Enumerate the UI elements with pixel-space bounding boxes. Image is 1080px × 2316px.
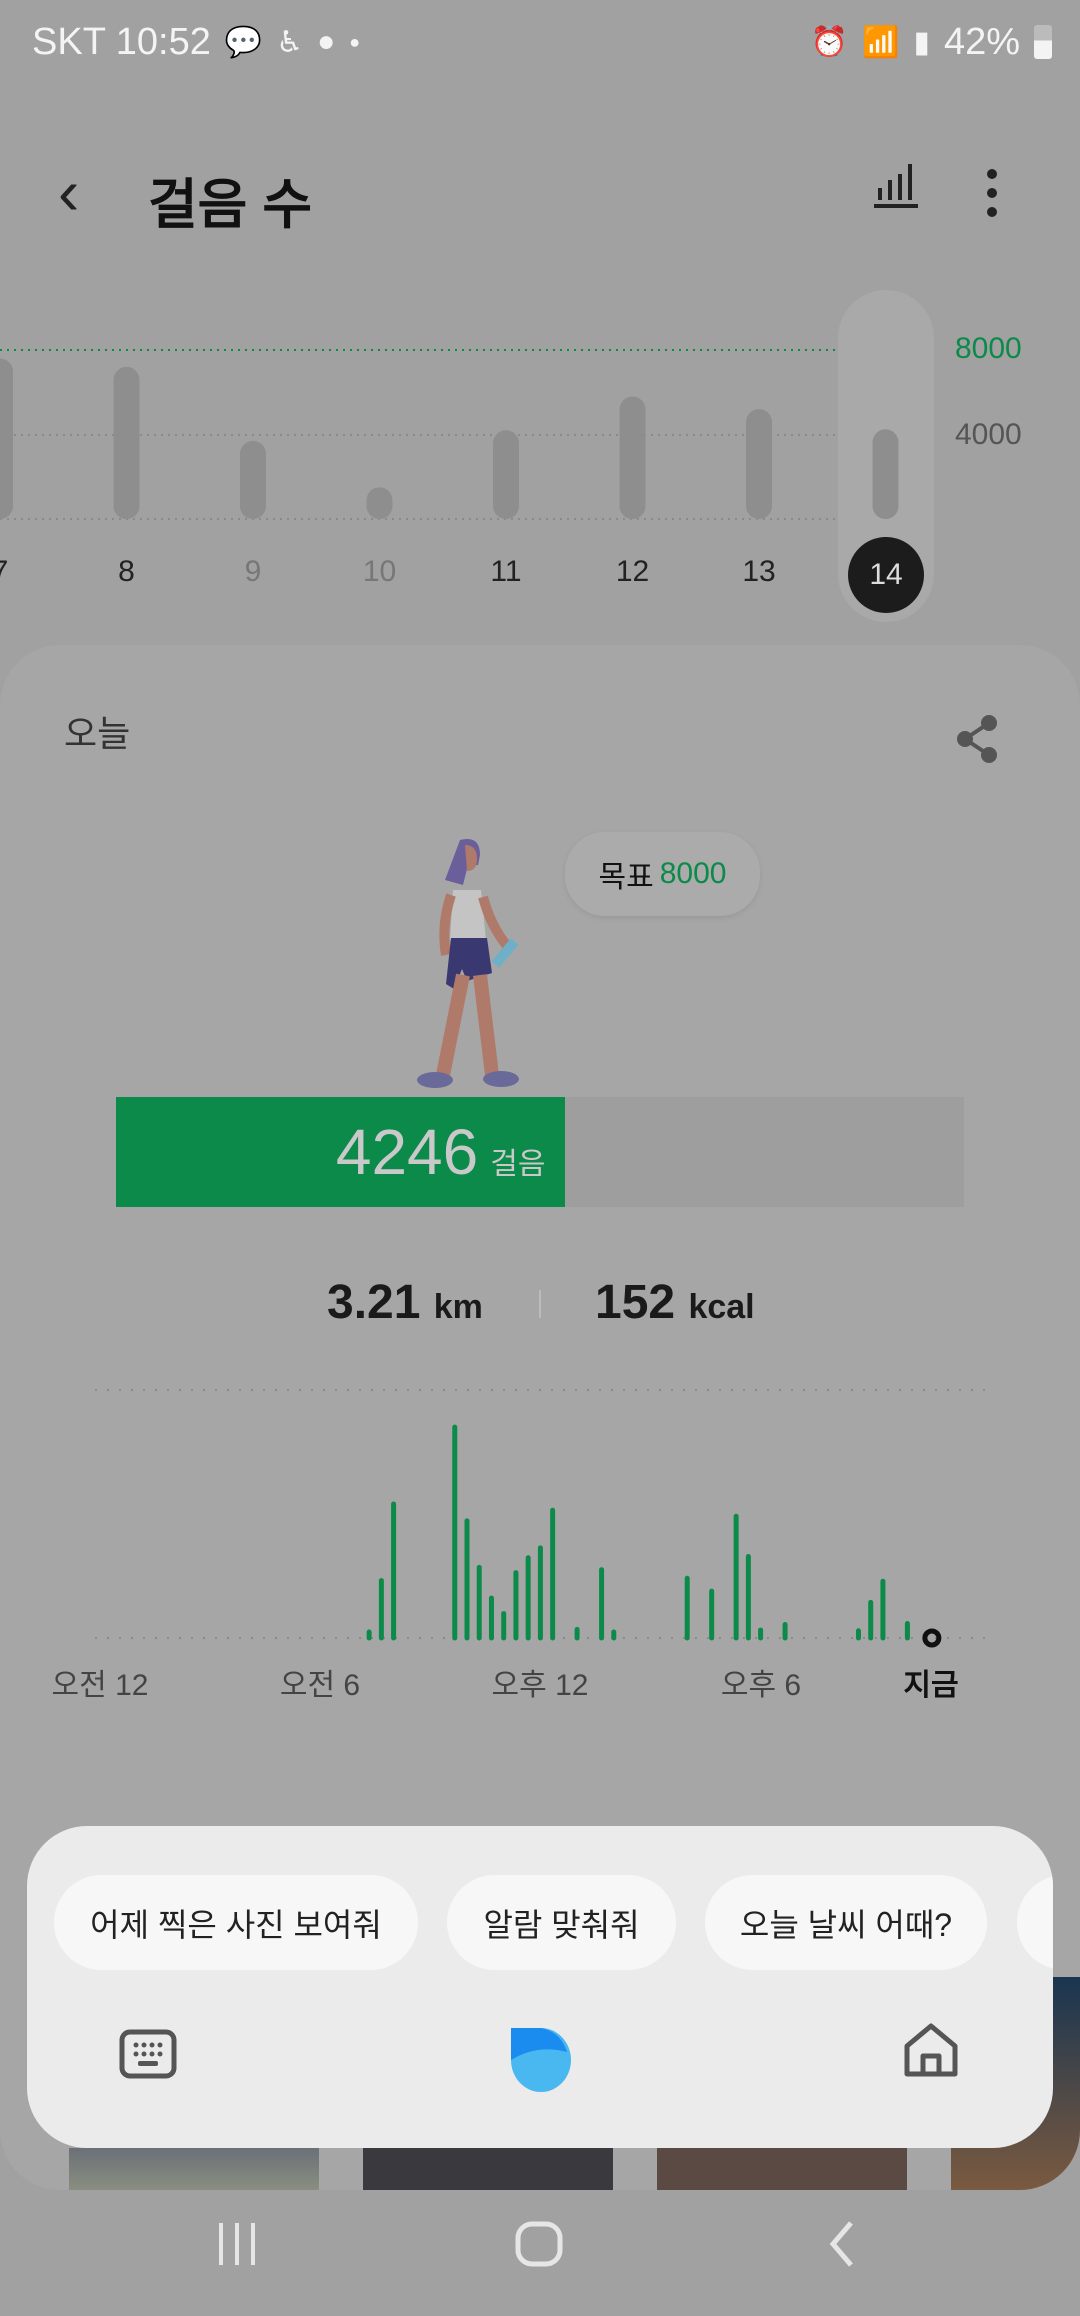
day-label[interactable]: 7 bbox=[0, 555, 40, 589]
weekly-steps-chart[interactable] bbox=[0, 330, 1080, 530]
home-nav-icon[interactable] bbox=[515, 2215, 563, 2280]
back-button[interactable]: ‹ bbox=[58, 156, 80, 228]
back-nav-icon[interactable] bbox=[827, 2215, 857, 2280]
day-label[interactable]: 8 bbox=[118, 555, 135, 588]
goal-label: 목표 bbox=[598, 861, 654, 894]
step-progress-fill: 4246 걸음 bbox=[116, 1097, 566, 1207]
chat-icon: ● bbox=[317, 25, 336, 58]
photo-thumbnail[interactable] bbox=[657, 2148, 907, 2190]
accessibility-icon: ♿ bbox=[276, 25, 304, 59]
day-label[interactable]: 10 bbox=[362, 555, 397, 588]
goal-tick-label: 8000 bbox=[955, 332, 1022, 365]
suggestion-chip[interactable]: 어제 찍은 사진 보여줘 bbox=[54, 1875, 418, 1970]
distance-value: 3.21 bbox=[327, 1276, 421, 1329]
alarm-icon: ⏰ bbox=[810, 25, 849, 59]
day-bar[interactable] bbox=[0, 358, 13, 519]
day-bar[interactable] bbox=[619, 396, 646, 519]
carrier-time: SKT 10:52 bbox=[32, 20, 211, 63]
day-bar[interactable] bbox=[113, 366, 140, 519]
calories-stat: 152 kcal bbox=[595, 1275, 755, 1330]
x-tick-label: 오전 12 bbox=[51, 1669, 149, 1702]
day-label[interactable]: 13 bbox=[742, 555, 776, 588]
goal-bubble: 목표 8000 bbox=[565, 832, 760, 916]
photo-thumbnail[interactable] bbox=[363, 2148, 613, 2190]
hourly-steps-chart[interactable] bbox=[0, 1380, 1080, 1650]
kakaotalk-icon: 💬 bbox=[224, 25, 263, 59]
day-bar[interactable] bbox=[493, 430, 519, 519]
calories-unit: kcal bbox=[688, 1288, 755, 1326]
distance-unit: km bbox=[433, 1288, 483, 1326]
suggestion-chip[interactable]: 알람 맞춰줘 bbox=[447, 1875, 676, 1970]
tick-label: 4000 bbox=[955, 418, 1022, 451]
bixby-icon[interactable] bbox=[507, 2026, 573, 2097]
x-tick-label: 오전 6 bbox=[279, 1669, 361, 1702]
today-label: 오늘 bbox=[64, 713, 131, 754]
day-bar[interactable] bbox=[872, 429, 899, 519]
x-tick-label-now: 지금 bbox=[903, 1669, 959, 1702]
day-label[interactable]: 12 bbox=[615, 555, 650, 588]
now-marker bbox=[922, 1628, 942, 1648]
walking-person-illustration bbox=[417, 839, 519, 1088]
day-label[interactable]: 9 bbox=[244, 555, 262, 588]
photo-thumbnail[interactable] bbox=[69, 2148, 319, 2190]
recents-icon[interactable] bbox=[215, 2215, 259, 2280]
day-bar[interactable] bbox=[366, 487, 393, 519]
day-label[interactable]: 14 bbox=[848, 537, 924, 613]
dot-icon: ● bbox=[349, 31, 361, 52]
page-title: 걸음 수 bbox=[148, 175, 313, 235]
bixby-panel: 어제 찍은 사진 보여줘 알람 맞춰줘 오늘 날씨 어때? bbox=[27, 1826, 1053, 2148]
share-icon[interactable] bbox=[955, 715, 999, 774]
day-bar[interactable] bbox=[240, 440, 266, 519]
home-icon[interactable] bbox=[903, 2022, 959, 2083]
signal-icon: ▮ bbox=[913, 25, 930, 59]
wifi-icon: 📶 bbox=[862, 25, 900, 59]
more-vert-icon[interactable] bbox=[980, 168, 1004, 229]
battery-icon bbox=[1034, 25, 1052, 59]
status-bar: SKT 10:52 💬 ♿ ● ● ⏰ 📶 ▮ 42% bbox=[32, 14, 1052, 70]
battery-level: 42% bbox=[943, 20, 1020, 63]
suggestion-chip[interactable]: 오늘 날씨 어때? bbox=[705, 1875, 987, 1970]
bar-chart-icon[interactable] bbox=[872, 160, 922, 221]
step-unit: 걸음 bbox=[490, 1148, 546, 1181]
x-tick-label: 오후 6 bbox=[720, 1669, 802, 1702]
keyboard-icon[interactable] bbox=[119, 2029, 177, 2084]
step-count: 4246 bbox=[335, 1116, 479, 1188]
suggestion-chip-partial[interactable] bbox=[1017, 1875, 1053, 1970]
stat-divider bbox=[539, 1290, 541, 1318]
step-progress-bar: 4246 걸음 bbox=[116, 1097, 964, 1207]
day-label[interactable]: 11 bbox=[490, 555, 522, 588]
x-tick-label: 오후 12 bbox=[491, 1669, 589, 1702]
goal-value: 8000 bbox=[659, 857, 727, 890]
calories-value: 152 bbox=[595, 1276, 676, 1329]
distance-stat: 3.21 km bbox=[327, 1275, 483, 1330]
day-bar[interactable] bbox=[746, 409, 772, 519]
